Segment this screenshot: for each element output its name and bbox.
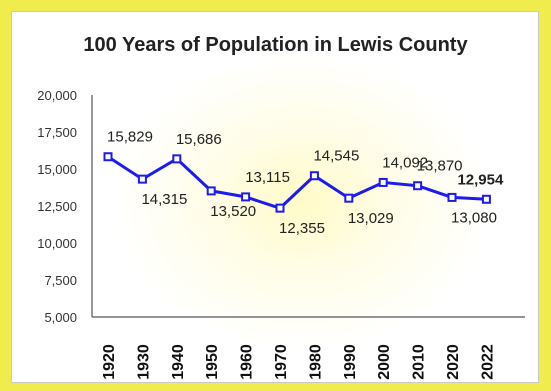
y-tick-label: 20,000 [37, 88, 77, 103]
x-tick-label: 1980 [307, 344, 324, 380]
data-label: 15,686 [176, 131, 222, 148]
x-tick-label: 1920 [101, 344, 118, 380]
data-label: 14,092 [382, 154, 428, 171]
chart-title: 100 Years of Population in Lewis County [83, 34, 468, 56]
y-tick-label: 7,500 [44, 273, 77, 288]
x-tick-label: 1970 [273, 344, 290, 380]
x-tick-label: 2022 [479, 344, 496, 380]
data-point [103, 152, 113, 162]
y-tick-label: 17,500 [37, 125, 77, 140]
data-point [447, 192, 457, 202]
data-point [413, 181, 423, 191]
data-point [241, 192, 251, 202]
data-label: 13,115 [245, 169, 290, 186]
x-tick-labels: 1920 1930 1940 1950 1960 1970 1980 1990 2000 2010… [101, 344, 496, 380]
data-label: 14,545 [313, 148, 359, 165]
series-line [107, 155, 487, 210]
x-tick-label: 1960 [239, 344, 256, 380]
series-population [103, 152, 491, 213]
data-label: 13,520 [210, 203, 256, 220]
data-point [172, 154, 182, 164]
data-point [137, 174, 147, 184]
x-tick-label: 1990 [342, 344, 359, 380]
chart-axes [91, 95, 525, 318]
y-tick-label: 10,000 [37, 236, 77, 251]
x-tick-label: 1950 [204, 344, 221, 380]
data-point [275, 203, 285, 213]
data-label: 13,870 [417, 158, 463, 175]
data-point [378, 177, 388, 187]
x-tick-label: 2000 [376, 344, 393, 380]
data-label: 14,315 [141, 191, 187, 208]
y-tick-label: 5,000 [44, 310, 77, 325]
data-point [206, 186, 216, 196]
data-labels: 15,829 14,315 15,686 13,520 13,115 12,355 14,5… [107, 129, 504, 237]
x-tick-label: 2020 [445, 344, 462, 380]
y-tick-label: 15,000 [37, 162, 77, 177]
x-tick-label: 1940 [170, 344, 187, 380]
data-label: 13,029 [348, 210, 394, 227]
x-tick-label: 1930 [135, 344, 152, 380]
data-label: 13,080 [451, 209, 497, 226]
y-tick-labels: 20,000 17,500 15,000 12,500 10,000 7,500 5,000 [37, 88, 77, 325]
data-label: 15,829 [107, 129, 153, 146]
data-point [344, 193, 354, 203]
y-tick-label: 12,500 [37, 199, 77, 214]
data-label: 12,954 [457, 171, 504, 188]
data-point [309, 171, 319, 181]
data-label: 12,355 [279, 220, 325, 237]
x-tick-label: 2010 [411, 344, 428, 380]
data-point [481, 194, 491, 204]
